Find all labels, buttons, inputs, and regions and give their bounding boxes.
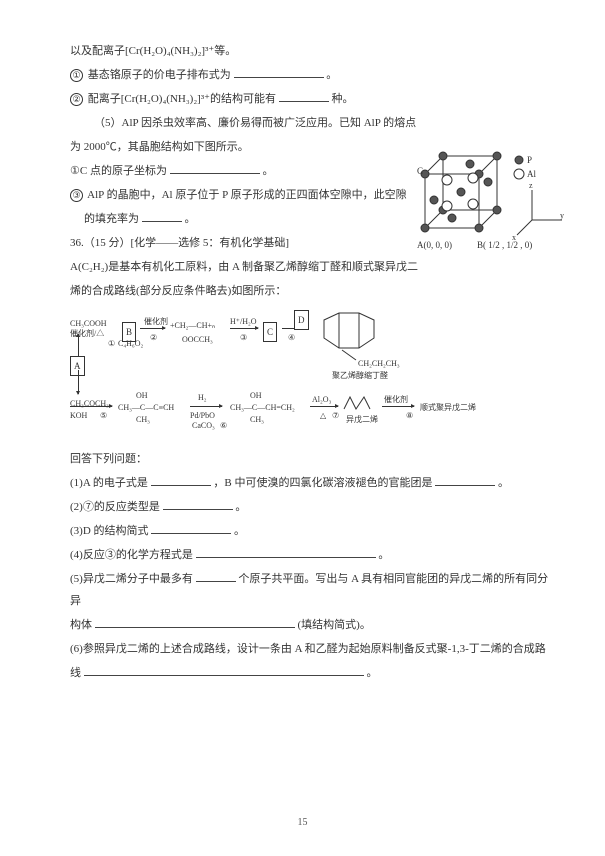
varrow-down	[78, 370, 79, 394]
rx-n7: ⑦	[332, 408, 339, 424]
legend-al: Al	[527, 169, 536, 179]
rx-boxC: C	[263, 322, 277, 342]
rx-prodlabel: 聚乙烯醇缩丁醛	[332, 368, 388, 384]
a5a-pre: (5)异戊二烯分子中最多有	[70, 573, 193, 585]
a4-blank	[196, 546, 376, 558]
a2-tail: 。	[235, 501, 246, 513]
rx-ch3b: CH₃	[250, 412, 264, 428]
rx-finalcat: 催化剂	[384, 392, 408, 408]
q36b: 烯的合成路线(部分反应条件略去)如图所示：	[70, 280, 550, 302]
rx-n2: ②	[150, 330, 157, 346]
q2: ② 配离子[Cr(H₂O)₄(NH₃)₂]³⁺的结构可能有 种。	[70, 88, 550, 110]
a6a: (6)参照异戊二烯的上述合成路线，设计一条由 A 和乙醛为起始原料制备反式聚-1…	[70, 638, 550, 660]
q1-tail: 。	[326, 69, 337, 81]
a2-blank	[163, 498, 233, 510]
q3-blank	[142, 210, 182, 222]
arrow-5	[190, 406, 222, 407]
a1-blank2	[435, 474, 495, 486]
a5b-pre: 构体	[70, 619, 92, 631]
a3-tail: 。	[234, 525, 245, 537]
rx-n1: ①	[108, 336, 115, 352]
a6b-tail: 。	[367, 667, 378, 679]
q1-text: 基态铬原子的价电子排布式为	[88, 69, 231, 81]
rx-n4: ④	[288, 330, 295, 346]
q2-blank	[279, 90, 329, 102]
a3: (3)D 的结构简式 。	[70, 520, 550, 542]
a4-tail: 。	[378, 549, 389, 561]
a6b: 线 。	[70, 662, 550, 684]
q5c1-text: ①C 点的原子坐标为	[70, 165, 167, 177]
a1-blank1	[151, 474, 211, 486]
circled-3: ③	[70, 189, 83, 202]
rx-koh: KOH	[70, 408, 87, 424]
a5a: (5)异戊二烯分子中最多有 个原子共平面。写出与 A 具有相同官能团的异戊二烯的…	[70, 568, 550, 612]
axis-y: y	[560, 211, 564, 220]
rx-cat: 催化剂	[144, 314, 168, 330]
rx-c4h6o2: C₄H₆O₂	[118, 336, 143, 352]
crystal-svg: P Al C z y x A(0, 0, 0) B( 1/2 , 1/2 , 0…	[417, 150, 567, 280]
label-a: A(0, 0, 0)	[417, 240, 452, 250]
rx-ch3a: CH₃	[136, 412, 150, 428]
q3-post: 的填充率为	[84, 213, 139, 225]
a1: (1)A 的电子式是 ，B 中可使溴的四氯化碳溶液褪色的官能团是 。	[70, 472, 550, 494]
q5c1-blank	[170, 162, 260, 174]
a4-pre: (4)反应③的化学方程式是	[70, 549, 193, 561]
rx-al2o3: Al₂O₃	[312, 392, 331, 408]
a4: (4)反应③的化学方程式是 。	[70, 544, 550, 566]
rx-poly1b: OOCCH₃	[182, 332, 213, 348]
a1-tail: 。	[498, 477, 509, 489]
a3-pre: (3)D 的结构简式	[70, 525, 149, 537]
q2-tail: 种。	[331, 93, 353, 105]
rx-caco3: CaCO₃	[192, 418, 215, 434]
rx-finalprod: 顺式聚异戊二烯	[420, 400, 476, 416]
a5b-tail: (填结构简式)。	[298, 619, 371, 631]
label-b: B( 1/2 , 1/2 , 0)	[477, 240, 532, 250]
q1: ① 基态铬原子的价电子排布式为 。	[70, 64, 550, 86]
varrow-up	[78, 334, 79, 356]
page-content: 以及配离子[Cr(H₂O)₄(NH₃)₂]³⁺等。 ① 基态铬原子的价电子排布式…	[70, 40, 550, 684]
q3-pre: AlP 的晶胞中，Al 原子位于 P 原子形成的正四面体空隙中，此空隙	[87, 189, 406, 201]
a2-pre: (2)⑦的反应类型是	[70, 501, 160, 513]
circled-2: ②	[70, 93, 83, 106]
a5b: 构体 (填结构简式)。	[70, 614, 550, 636]
crystal-diagram: P Al C z y x A(0, 0, 0) B( 1/2 , 1/2 , 0…	[417, 150, 567, 280]
q3-tail: 。	[185, 213, 196, 225]
rx-isoprene: 异戊二烯	[346, 412, 378, 428]
rx-delta: △	[320, 408, 326, 424]
rx-boxD: D	[294, 310, 309, 330]
a6b-pre: 线	[70, 667, 81, 679]
rx-n3: ③	[240, 330, 247, 346]
rx-n8: ⑧	[406, 408, 413, 424]
circled-1: ①	[70, 69, 83, 82]
a3-blank	[151, 522, 231, 534]
a5b-blank	[95, 616, 295, 628]
intro-line: 以及配离子[Cr(H₂O)₄(NH₃)₂]³⁺等。	[70, 40, 550, 62]
a5a-blank	[196, 570, 236, 582]
q2-text: 配离子[Cr(H₂O)₄(NH₃)₂]³⁺的结构可能有	[88, 93, 276, 105]
arrow-4	[70, 406, 112, 407]
answer-header: 回答下列问题：	[70, 448, 550, 470]
a6b-blank	[84, 664, 364, 676]
legend-p: P	[527, 155, 532, 165]
page-number: 15	[0, 817, 605, 828]
reaction-scheme: CH₃COOH 催化剂/△ B ① C₄H₆O₂ 催化剂 ② +CH₂—CH+ₙ…	[70, 308, 500, 442]
a1-pre: (1)A 的电子式是	[70, 477, 148, 489]
label-c: C	[417, 166, 423, 176]
axis-z: z	[529, 181, 533, 190]
rx-n5: ⑤	[100, 408, 107, 424]
q1-blank	[234, 66, 324, 78]
rx-hh2o: H⁺/H₂O	[230, 314, 257, 330]
rx-h2: H₂	[198, 390, 207, 406]
a2: (2)⑦的反应类型是 。	[70, 496, 550, 518]
a1-mid: ，B 中可使溴的四氯化碳溶液褪色的官能团是	[213, 477, 432, 489]
q5a: （5）AlP 因杀虫效率高、廉价易得而被广泛应用。已知 AlP 的熔点	[70, 112, 550, 134]
rx-n6: ⑥	[220, 418, 227, 434]
q5c1-tail: 。	[262, 165, 273, 177]
isoprene-icon	[342, 394, 372, 412]
